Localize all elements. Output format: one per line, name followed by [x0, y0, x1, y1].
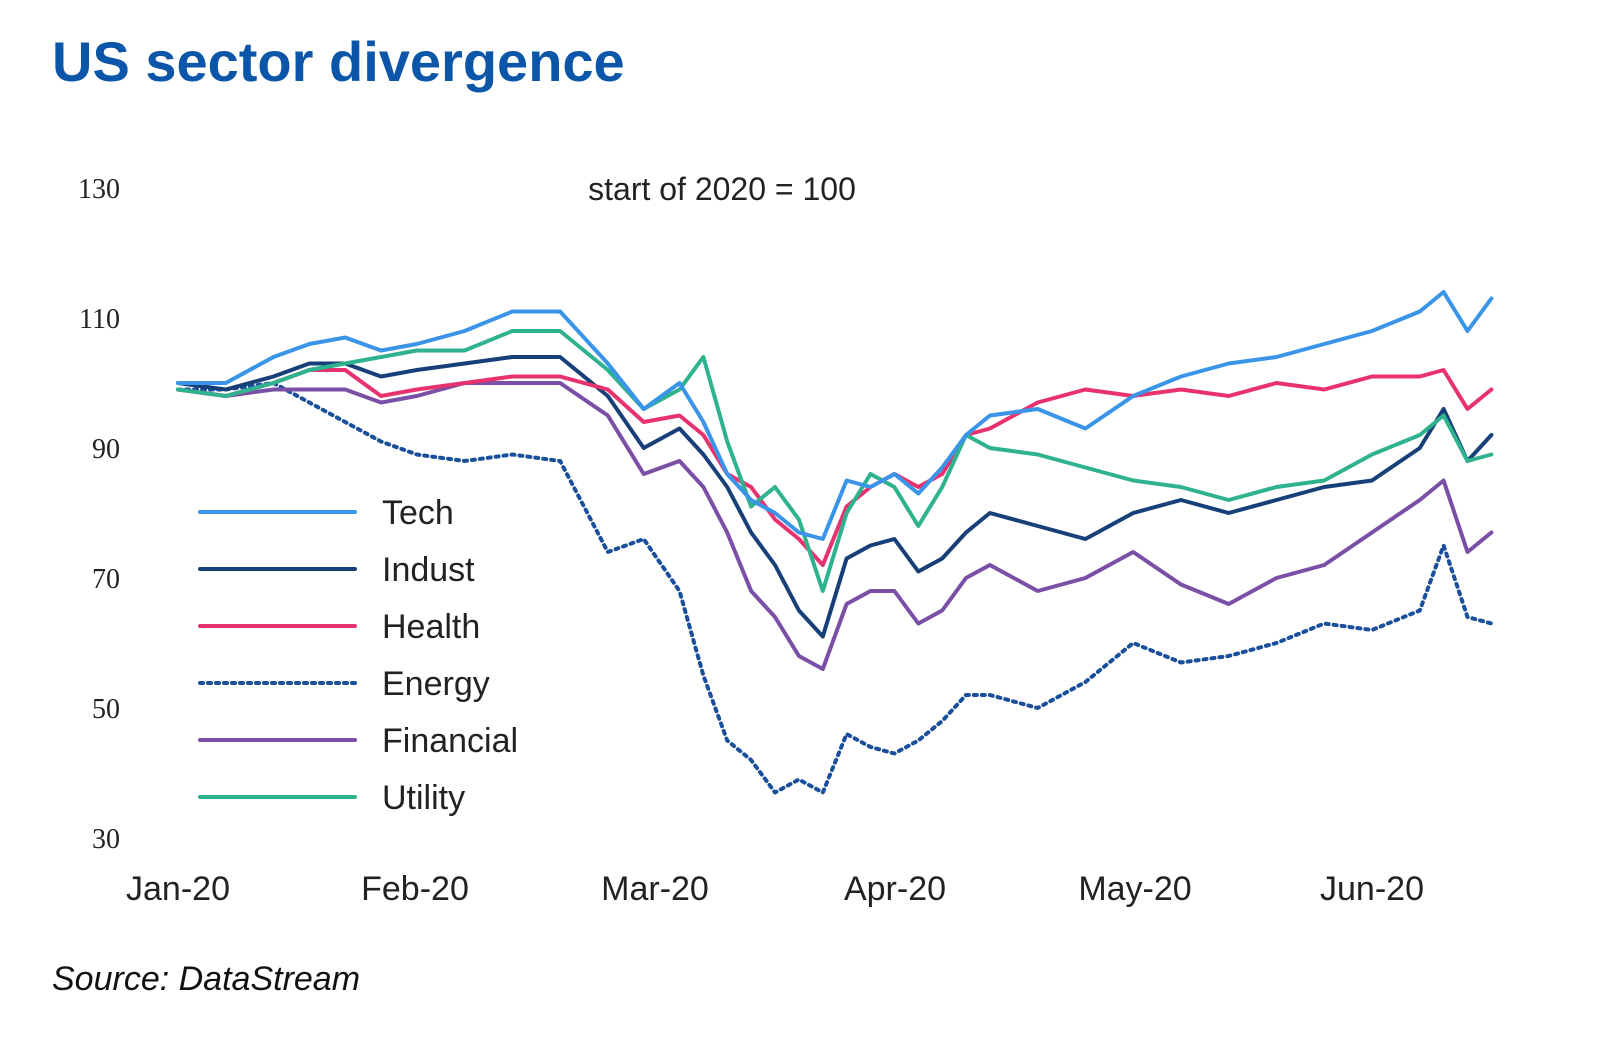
- x-tick-label: May-20: [1078, 870, 1191, 908]
- y-tick-label: 130: [78, 174, 120, 205]
- legend-label-indust: Indust: [382, 551, 475, 589]
- legend-label-health: Health: [382, 608, 480, 646]
- chart-subtitle: start of 2020 = 100: [588, 171, 856, 207]
- legend: Tech Indust Health Energy Financial Utility: [198, 494, 518, 817]
- y-tick-label: 110: [79, 304, 120, 335]
- x-axis: Jan-20 Feb-20 Mar-20 Apr-20 May-20 Jun-20: [126, 870, 1424, 908]
- series-line-health: [176, 368, 1494, 567]
- line-chart: 130 110 90 70 50 30 Jan-20 Feb-20 Mar-20 Apr-20 M…: [78, 171, 1494, 908]
- x-tick-label: Feb-20: [361, 870, 469, 908]
- series-line-indust: [176, 355, 1494, 639]
- y-tick-label: 70: [92, 564, 120, 595]
- x-tick-label: Apr-20: [844, 870, 946, 908]
- y-tick-label: 50: [92, 694, 120, 725]
- y-axis: 130 110 90 70 50 30: [78, 174, 120, 855]
- source-note: Source: DataStream: [52, 960, 361, 998]
- series-line-tech: [176, 290, 1494, 541]
- legend-label-tech: Tech: [382, 494, 454, 532]
- y-tick-label: 90: [92, 434, 120, 465]
- page-title: US sector divergence: [52, 30, 625, 93]
- series-line-financial: [176, 381, 1494, 671]
- x-tick-label: Jan-20: [126, 870, 230, 908]
- series-layer: [176, 290, 1494, 795]
- x-tick-label: Jun-20: [1320, 870, 1424, 908]
- y-tick-label: 30: [92, 824, 120, 855]
- series-line-energy: [176, 381, 1494, 795]
- legend-label-energy: Energy: [382, 665, 490, 703]
- legend-label-financial: Financial: [382, 722, 518, 760]
- x-tick-label: Mar-20: [601, 870, 709, 908]
- legend-label-utility: Utility: [382, 779, 465, 817]
- series-line-utility: [176, 329, 1494, 593]
